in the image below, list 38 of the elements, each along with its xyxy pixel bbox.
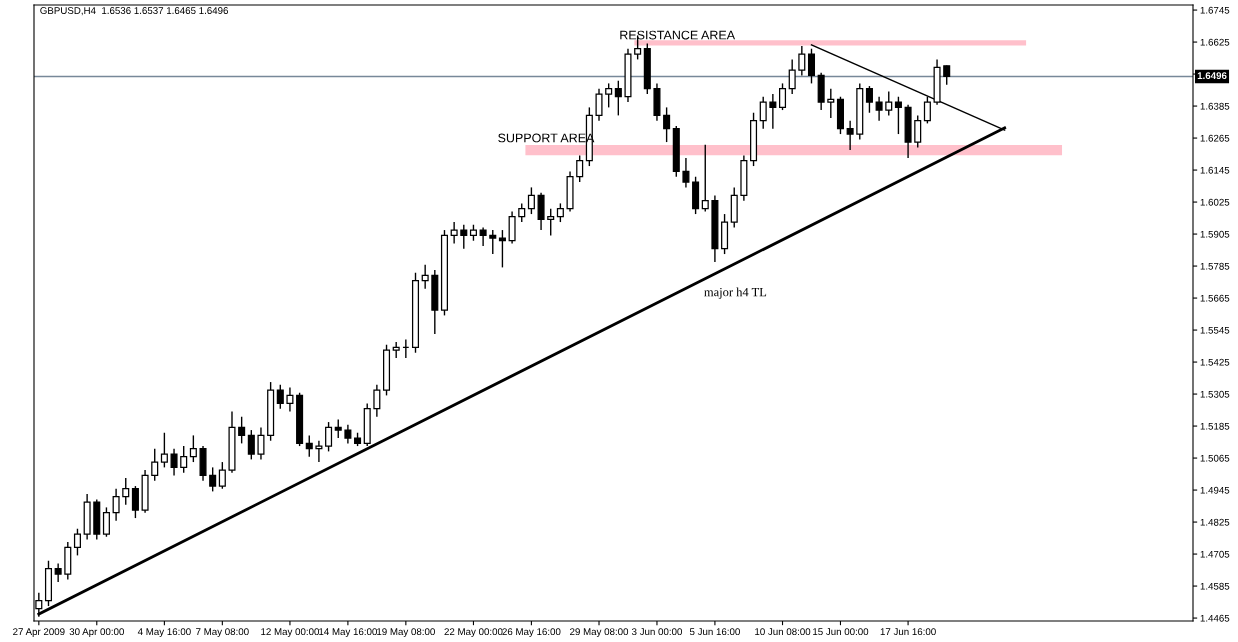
x-tick-label: 17 Jun 16:00 <box>880 628 936 636</box>
x-tick-label: 19 May 08:00 <box>377 628 435 638</box>
y-tick-label: 1.4825 <box>1200 518 1230 526</box>
x-tick-label: 10 Jun 08:00 <box>755 628 811 636</box>
y-tick-label: 1.5785 <box>1200 262 1230 270</box>
y-tick-label: 1.6265 <box>1200 134 1230 142</box>
x-tick-label: 3 Jun 00:00 <box>631 628 682 636</box>
y-tick-label: 1.5905 <box>1200 230 1230 238</box>
y-tick-label: 1.6745 <box>1200 6 1230 14</box>
y-tick-label: 1.5305 <box>1200 390 1230 398</box>
y-tick-label: 1.5665 <box>1200 294 1230 302</box>
ref-line-label: 1.6496 <box>1197 72 1227 80</box>
x-tick-label: 5 Jun 16:00 <box>689 628 740 636</box>
y-tick-label: 1.5185 <box>1200 422 1230 430</box>
x-tick-label: 29 May 08:00 <box>570 628 629 638</box>
x-tick-label: 14 May 16:00 <box>319 628 377 638</box>
y-tick-label: 1.6385 <box>1200 102 1230 110</box>
y-tick-label: 1.4705 <box>1200 550 1230 558</box>
x-tick-label: 7 May 08:00 <box>196 628 249 638</box>
annotation: major h4 TL <box>704 287 767 299</box>
y-tick-label: 1.6025 <box>1200 198 1230 206</box>
x-tick-label: 12 May 00:00 <box>261 628 320 638</box>
x-tick-label: 4 May 16:00 <box>137 628 191 638</box>
y-tick-label: 1.5425 <box>1200 358 1230 366</box>
y-tick-label: 1.6625 <box>1200 38 1230 46</box>
y-tick-label: 1.5545 <box>1200 326 1230 334</box>
x-tick-label: 15 Jun 00:00 <box>813 628 869 636</box>
y-tick-label: 1.4465 <box>1200 614 1230 622</box>
x-tick-label: 30 Apr 00:00 <box>69 628 124 638</box>
x-tick-label: 22 May 00:00 <box>444 628 503 638</box>
annotation: RESISTANCE AREA <box>620 30 736 40</box>
chart-title: GBPUSD,H4 1.6536 1.6537 1.6465 1.6496 <box>40 7 229 16</box>
x-tick-label: 26 May 16:00 <box>502 628 561 638</box>
y-tick-label: 1.4945 <box>1200 486 1230 494</box>
y-tick-label: 1.4585 <box>1200 582 1230 590</box>
x-tick-label: 27 Apr 2009 <box>13 628 65 638</box>
y-tick-label: 1.6145 <box>1200 166 1230 174</box>
y-tick-label: 1.5065 <box>1200 454 1230 462</box>
